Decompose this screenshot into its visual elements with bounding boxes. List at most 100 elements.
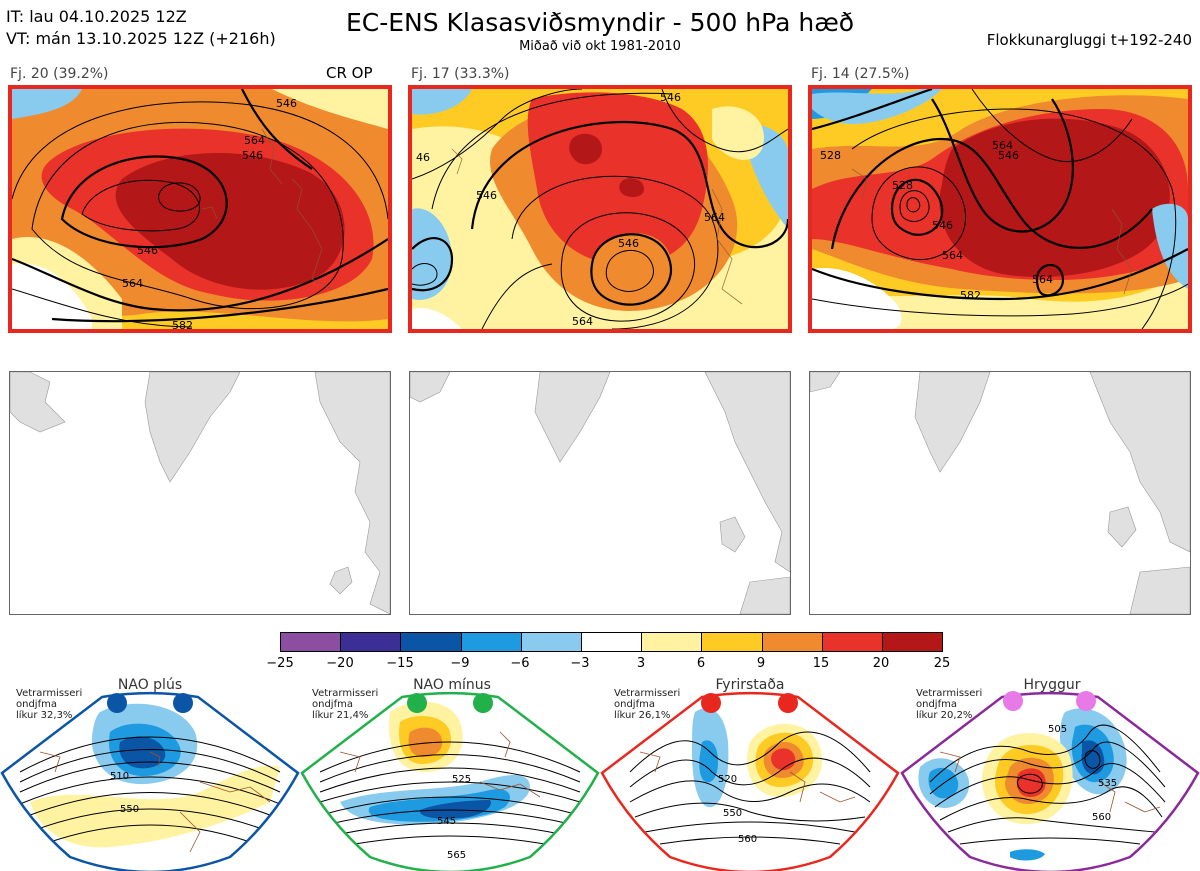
- empty-map-2: [409, 371, 791, 615]
- empty-map-3: [809, 371, 1191, 615]
- colorbar-swatch-11: [881, 633, 943, 651]
- cluster-3-contour-5: 564: [992, 139, 1013, 152]
- cluster-1-tag: CR OP: [326, 64, 373, 82]
- regime-4-contour-2: 535: [1098, 778, 1117, 789]
- cluster-1-contour-4: 546: [242, 149, 263, 162]
- regime-ridge[interactable]: Vetrarmisseri ondjfma líkur 20,2% Hryggu…: [900, 672, 1200, 871]
- cluster-3-label: Fj. 14 (27.5%): [811, 66, 910, 82]
- regime-2-title: NAO mínus: [413, 677, 491, 693]
- regime-blocking[interactable]: Vetrarmisseri ondjfma líkur 26,1% Fyrirs…: [600, 672, 900, 871]
- colorbar-tick-5: −6: [510, 656, 530, 671]
- regime-3-contour-3: 560: [738, 834, 757, 845]
- regime-1-info-line-2: ondjfma: [16, 699, 57, 710]
- colorbar-tick-11: 20: [872, 656, 890, 671]
- colorbar-swatch-7: [641, 633, 702, 651]
- colorbar-swatch-6: [580, 633, 642, 651]
- regime-4-graphic: 505 535 560: [900, 691, 1200, 871]
- cluster-1-contour-5: 564: [244, 134, 265, 147]
- colorbar-tick-8: 6: [696, 656, 706, 671]
- colorbar: [280, 632, 943, 652]
- regime-2-info-line-2: ondjfma: [312, 699, 353, 710]
- colorbar-ticks: −25 −20 −15 −9 −6 −3 3 6 9 15 20 25: [260, 656, 963, 674]
- regime-3-info: Vetrarmisseri ondjfma líkur 26,1%: [614, 688, 680, 721]
- regime-3-info-line-1: Vetrarmisseri: [614, 688, 681, 699]
- regime-1-contour-1: 510: [110, 771, 129, 782]
- it-line: IT: lau 04.10.2025 12Z: [6, 7, 187, 26]
- regime-1-info: Vetrarmisseri ondjfma líkur 32,3%: [16, 688, 82, 721]
- regime-3-contour-1: 520: [718, 774, 737, 785]
- regime-2-contour-2: 545: [437, 816, 456, 827]
- regime-1-info-line-3: líkur 32,3%: [16, 710, 73, 721]
- regime-3-info-line-2: ondjfma: [614, 699, 655, 710]
- colorbar-tick-4: −9: [450, 656, 470, 671]
- header-info: IT: lau 04.10.2025 12Z VT: mán 13.10.202…: [6, 6, 276, 50]
- colorbar-tick-10: 15: [812, 656, 830, 671]
- basemap-3-graphic: [810, 372, 1190, 614]
- colorbar-tick-9: 9: [756, 656, 766, 671]
- cluster-3-contour-3: 546: [932, 219, 953, 232]
- regime-2-info-line-1: Vetrarmisseri: [312, 688, 379, 699]
- regime-1-info-line-1: Vetrarmisseri: [16, 688, 83, 699]
- colorbar-swatch-5: [520, 633, 581, 651]
- regime-2-graphic: 525 545 565: [300, 691, 600, 871]
- cluster-1-map-graphic: 546 546 564 546 564 582: [12, 89, 388, 329]
- cluster-2-contour-4: 564: [704, 211, 725, 224]
- cluster-1-contour-2: 546: [137, 244, 158, 257]
- regime-2-info-line-3: líkur 21,4%: [312, 710, 369, 721]
- cluster-2-map[interactable]: 546 46 546 564 564 546: [408, 85, 792, 333]
- regime-4-dot-left: [1003, 691, 1023, 711]
- cluster-3-contour-6: 582: [960, 289, 981, 302]
- regime-3-contour-2: 550: [723, 808, 742, 819]
- regime-4-contour-1: 505: [1048, 724, 1067, 735]
- regime-2-dot-left: [407, 693, 427, 713]
- cluster-1-label: Fj. 20 (39.2%): [10, 66, 109, 82]
- cluster-3-map[interactable]: 528 528 546 564 564 582 564 546: [808, 85, 1192, 333]
- colorbar-tick-12: 25: [933, 656, 951, 671]
- regime-nao-plus[interactable]: Vetrarmisseri ondjfma líkur 32,3% NAO pl…: [0, 672, 300, 871]
- colorbar-tick-1: −25: [266, 656, 294, 671]
- regime-4-info: Vetrarmisseri ondjfma líkur 20,2%: [916, 688, 982, 721]
- cluster-2-label: Fj. 17 (33.3%): [411, 66, 510, 82]
- regime-3-graphic: 520 550 560: [600, 691, 900, 871]
- regime-3-dot-left: [701, 693, 721, 713]
- cluster-1-contour-3: 564: [122, 277, 143, 290]
- colorbar-tick-6: −3: [570, 656, 590, 671]
- cluster-1-contour-6: 582: [172, 319, 193, 329]
- page-subtitle: Miðað við okt 1981-2010: [519, 39, 681, 54]
- regime-nao-minus[interactable]: Vetrarmisseri ondjfma líkur 21,4% NAO mí…: [300, 672, 600, 871]
- basemap-2-graphic: [410, 372, 790, 614]
- regime-4-contour-3: 560: [1092, 812, 1111, 823]
- colorbar-swatch-10: [821, 633, 882, 651]
- cluster-2-contour-1: 546: [618, 237, 639, 250]
- cluster-1-map[interactable]: 546 546 564 546 564 582: [8, 85, 392, 333]
- regime-1-title: NAO plús: [117, 677, 183, 693]
- colorbar-swatch-4: [460, 633, 521, 651]
- regime-2-dot-right: [473, 693, 493, 713]
- page-title: EC-ENS Klasasviðsmyndir - 500 hPa hæð: [345, 8, 855, 37]
- colorbar-swatch-2: [340, 633, 401, 651]
- cluster-3-map-graphic: 528 528 546 564 564 582 564 546: [812, 89, 1188, 329]
- regime-4-title: Hryggur: [1023, 677, 1081, 693]
- colorbar-swatch-8: [701, 633, 762, 651]
- colorbar-tick-7: 3: [636, 656, 646, 671]
- classification-window: Flokkunargluggi t+192-240: [986, 31, 1192, 49]
- cluster-3-contour-7: 564: [1032, 273, 1053, 286]
- regime-2-contour-1: 525: [452, 774, 471, 785]
- regime-3-dot-right: [778, 693, 798, 713]
- cluster-2-contour-2: 46: [416, 151, 430, 164]
- regime-4-dot-right: [1076, 691, 1096, 711]
- regime-1-dot-left: [107, 693, 127, 713]
- colorbar-swatch-9: [761, 633, 822, 651]
- regime-4-info-line-3: líkur 20,2%: [916, 710, 973, 721]
- regime-1-dot-right: [173, 693, 193, 713]
- cluster-2-contour-6: 546: [660, 91, 681, 104]
- basemap-1-graphic: [10, 372, 390, 614]
- colorbar-tick-3: −15: [386, 656, 414, 671]
- regime-1-graphic: 510 550: [0, 691, 300, 871]
- regime-4-info-line-2: ondjfma: [916, 699, 957, 710]
- regime-1-contour-2: 550: [120, 804, 139, 815]
- cluster-2-contour-3: 546: [476, 189, 497, 202]
- regime-4-info-line-1: Vetrarmisseri: [916, 688, 983, 699]
- regime-3-info-line-3: líkur 26,1%: [614, 710, 671, 721]
- cluster-2-contour-5: 564: [572, 315, 593, 328]
